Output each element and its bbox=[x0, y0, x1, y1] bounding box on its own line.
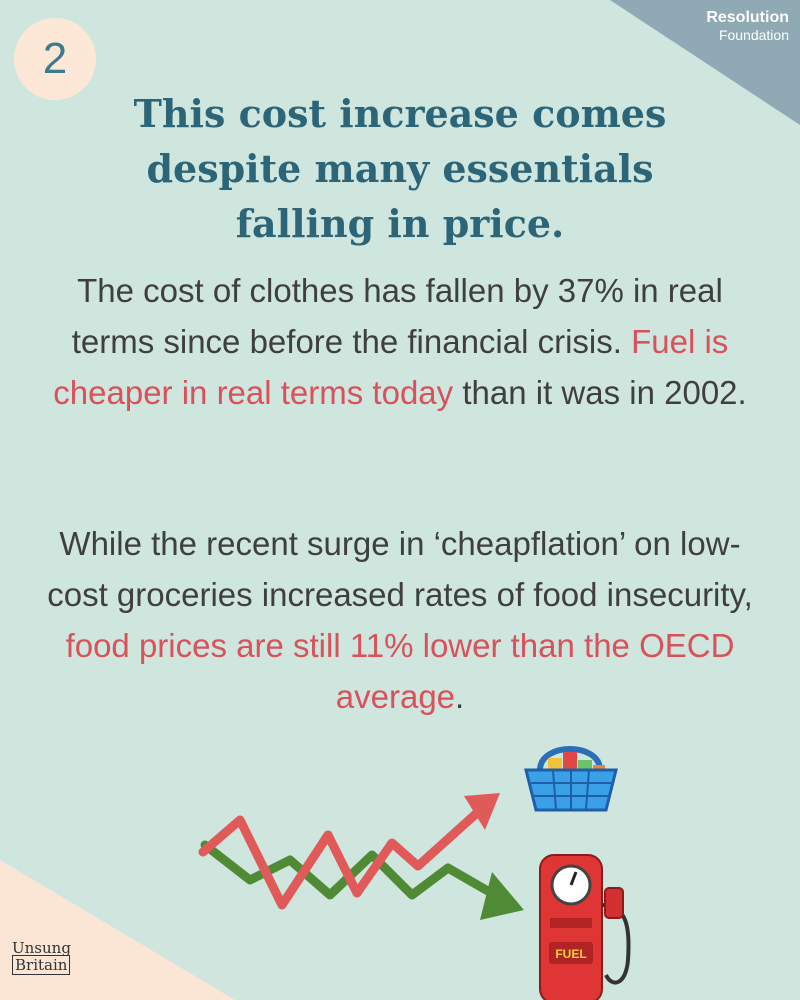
paragraph-2-highlight: food prices are still 11% lower than the… bbox=[65, 627, 735, 715]
britain-line: Britain bbox=[12, 955, 71, 975]
step-number-badge: 2 bbox=[14, 18, 96, 100]
paragraph-1-text-end: than it was in 2002. bbox=[453, 374, 747, 411]
paragraph-2-text-end: . bbox=[455, 678, 465, 715]
rising-arrow-icon bbox=[198, 793, 500, 910]
paragraph-food-prices: While the recent surge in ‘cheapflation’… bbox=[40, 518, 760, 722]
paragraph-clothes-fuel: The cost of clothes has fallen by 37% in… bbox=[40, 265, 760, 418]
page-title: This cost increase comes despite many es… bbox=[133, 91, 667, 246]
unsung-britain-logo: Unsung Britain bbox=[12, 939, 71, 975]
fuel-pump-icon: FUEL bbox=[539, 854, 631, 1000]
paragraph-1-text: The cost of clothes has fallen by 37% in… bbox=[71, 272, 723, 360]
shopping-basket-icon bbox=[524, 746, 618, 812]
logo-line-1: Resolution bbox=[706, 9, 789, 26]
resolution-foundation-logo: Resolution Foundation bbox=[706, 9, 789, 43]
paragraph-1-highlight: Fuel is cheaper in real terms today bbox=[53, 323, 729, 411]
pump-label: FUEL bbox=[555, 947, 586, 961]
logo-line-2: Foundation bbox=[718, 27, 789, 43]
unsung-line: Unsung bbox=[12, 939, 71, 957]
paragraph-2-text: While the recent surge in ‘cheapflation’… bbox=[47, 525, 753, 613]
